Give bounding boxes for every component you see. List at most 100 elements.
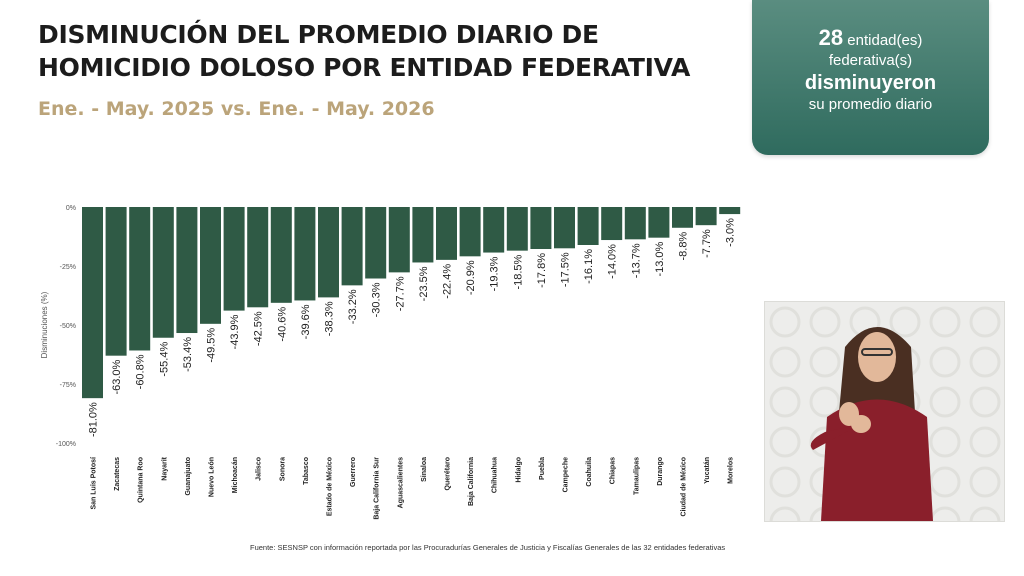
data-label: -19.3%	[489, 256, 501, 291]
bar-4	[152, 207, 174, 338]
category-label: San Luis Potosí	[91, 456, 98, 510]
category-label: Baja California Sur	[374, 457, 381, 520]
data-label: -27.7%	[394, 276, 406, 311]
bar-10	[294, 207, 316, 301]
source-note: Fuente: SESNSP con información reportada…	[250, 543, 726, 552]
y-tick-label: -25%	[60, 264, 76, 271]
bar-16	[436, 207, 457, 260]
data-label: -55.4%	[158, 342, 170, 377]
bar-17	[459, 207, 481, 257]
bar-21	[554, 207, 575, 249]
category-label: Quintana Roo	[138, 457, 145, 503]
summary-callout: 28 entidad(es) federativa(s) disminuyero…	[752, 0, 989, 155]
bar-1	[82, 207, 103, 399]
category-label: Estado de México	[327, 457, 334, 516]
data-label: -13.7%	[630, 243, 642, 278]
category-label: Aguascalientes	[397, 457, 404, 508]
bar-3	[129, 207, 151, 351]
bar-25	[648, 207, 670, 238]
callout-line1-rest: entidad(es)	[847, 32, 923, 49]
bar-22	[577, 207, 599, 245]
data-label: -16.1%	[583, 249, 595, 284]
data-label: -17.8%	[536, 253, 548, 288]
bar-20	[530, 207, 552, 250]
callout-line-3: disminuyeron	[804, 72, 937, 94]
callout-line-4: su promedio diario	[808, 96, 933, 113]
bar-12	[341, 207, 363, 286]
data-label: -20.9%	[465, 260, 477, 295]
data-label: -60.8%	[135, 354, 147, 389]
y-tick-label: -75%	[60, 382, 76, 389]
category-label: Zacatecas	[114, 457, 121, 491]
page-title: DISMINUCIÓN DEL PROMEDIO DIARIO DE HOMIC…	[38, 20, 691, 82]
bar-15	[412, 207, 434, 263]
category-label: Hidalgo	[515, 457, 522, 483]
bar-28	[719, 207, 741, 215]
y-tick-label: -100%	[56, 441, 76, 448]
sign-language-interpreter-video	[764, 301, 1005, 522]
bar-11	[318, 207, 339, 298]
bar-14	[388, 207, 410, 273]
bar-9	[270, 207, 292, 303]
category-label: Querétaro	[445, 457, 452, 490]
bar-27	[695, 207, 717, 226]
data-label: -43.9%	[229, 314, 241, 349]
category-label: Guanajuato	[185, 457, 192, 496]
data-label: -33.2%	[347, 289, 359, 324]
data-label: -42.5%	[253, 311, 265, 346]
category-label: Puebla	[539, 457, 546, 480]
category-label: Chiapas	[610, 457, 617, 484]
data-label: -17.5%	[560, 252, 572, 287]
bar-13	[365, 207, 387, 279]
category-label: Tabasco	[303, 457, 310, 485]
bar-2	[105, 207, 127, 356]
data-label: -30.3%	[371, 282, 383, 317]
data-label: -7.7%	[701, 229, 713, 258]
bar-6	[200, 207, 221, 324]
y-tick-label: 0%	[66, 205, 76, 212]
bar-5	[176, 207, 198, 334]
category-label: Sinaloa	[421, 457, 428, 482]
data-label: -40.6%	[276, 307, 288, 342]
category-label: Coahuila	[586, 457, 593, 487]
data-label: -3.0%	[725, 218, 737, 247]
data-label: -18.5%	[512, 254, 524, 289]
data-label: -53.4%	[182, 337, 194, 372]
category-label: Michoacán	[232, 457, 239, 493]
category-label: Ciudad de México	[681, 457, 688, 517]
category-label: Durango	[657, 457, 664, 486]
data-label: -14.0%	[607, 244, 619, 279]
page-subtitle: Ene. - May. 2025 vs. Ene. - May. 2026	[38, 98, 435, 120]
data-label: -23.5%	[418, 266, 430, 301]
bar-18	[483, 207, 505, 253]
category-label: Baja California	[468, 457, 475, 506]
data-label: -39.6%	[300, 304, 312, 339]
data-label: -38.3%	[324, 301, 336, 336]
data-label: -13.0%	[654, 241, 666, 276]
category-label: Nayarit	[161, 456, 168, 480]
interpreter-figure-icon	[765, 302, 1004, 521]
bar-chart: 0% -25% -50% -75% -100% Disminuciones (%) -81.…	[40, 205, 741, 520]
data-label: -8.8%	[678, 232, 690, 261]
category-label: Chihuahua	[492, 457, 499, 493]
bar-26	[672, 207, 693, 228]
callout-line-1: 28 entidad(es)	[752, 25, 989, 51]
category-label: Campeche	[563, 457, 570, 493]
category-label: Yucatán	[704, 457, 711, 484]
category-label: Nuevo León	[209, 457, 216, 497]
bar-19	[506, 207, 528, 251]
bar-24	[624, 207, 646, 240]
category-label: Sonora	[279, 457, 286, 481]
category-label: Morelos	[728, 457, 735, 484]
bar-23	[601, 207, 623, 241]
bar-8	[247, 207, 269, 308]
callout-line-2: federativa(s)	[828, 52, 913, 69]
y-tick-label: -50%	[60, 323, 76, 330]
category-label: Tamaulipas	[633, 457, 640, 495]
y-axis-label: Disminuciones (%)	[40, 291, 49, 358]
data-label: -22.4%	[442, 264, 454, 299]
bar-7	[223, 207, 245, 311]
data-label: -49.5%	[206, 328, 218, 363]
category-label: Jalisco	[256, 457, 263, 481]
callout-count: 28	[818, 25, 844, 50]
